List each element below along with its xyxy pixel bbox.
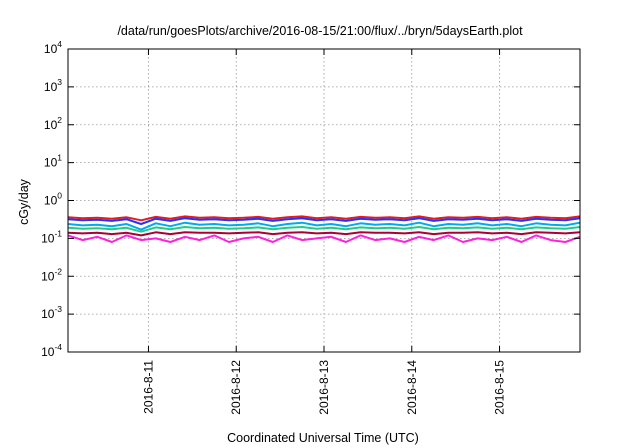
series-line xyxy=(67,217,581,225)
x-axis-label: Coordinated Universal Time (UTC) xyxy=(227,431,419,445)
y-axis-label: cGy/day xyxy=(17,178,31,225)
x-tick-label: 2016-8-15 xyxy=(493,360,507,415)
x-tick-label: 2016-8-11 xyxy=(141,360,155,414)
x-tick-label: 2016-8-12 xyxy=(229,360,243,415)
series-layer xyxy=(67,215,581,243)
series-line xyxy=(67,221,581,231)
y-tick-label: 10-3 xyxy=(41,304,62,321)
y-tick-label: 100 xyxy=(44,191,62,208)
x-tick-label: 2016-8-13 xyxy=(317,360,331,415)
y-tick-label: 102 xyxy=(44,115,62,132)
y-tick-label: 101 xyxy=(44,153,62,170)
x-tick-label: 2016-8-14 xyxy=(405,360,419,415)
y-tick-label: 10-4 xyxy=(41,342,62,359)
y-tick-label: 103 xyxy=(44,77,62,94)
y-tick-label: 104 xyxy=(44,39,62,56)
series-line xyxy=(67,226,581,233)
y-tick-label: 10-2 xyxy=(41,266,62,283)
y-tick-label: 10-1 xyxy=(41,228,62,245)
tick-layer: 104 103 102 101 100 10-1 10-2 10-3 10-4 2016-8-11… xyxy=(41,39,580,415)
grid-layer xyxy=(68,49,580,352)
series-line xyxy=(67,215,581,222)
series-line xyxy=(67,231,581,237)
series-line xyxy=(67,234,581,243)
chart-title: /data/run/goesPlots/archive/2016-08-15/2… xyxy=(117,24,523,38)
